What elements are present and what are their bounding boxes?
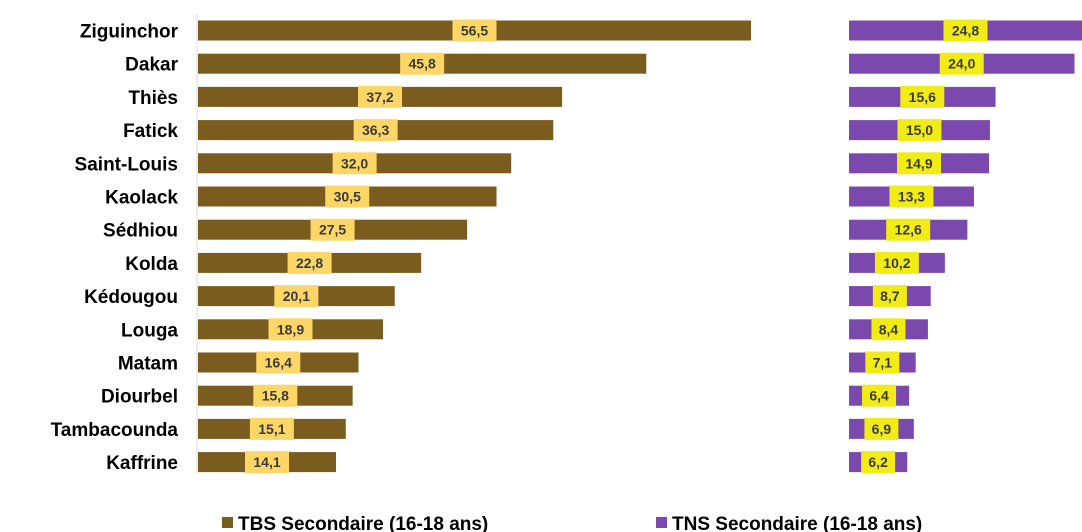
tns-value-label-louga: 8,4 [879,321,899,337]
tns-value-label-diourbel: 6,4 [869,388,889,404]
tns-value-label-diourbel-bg [862,384,897,407]
tbs-value-label-ziguinchor: 56,5 [461,23,488,39]
category-label-fatick: Fatick [123,121,178,142]
series-tns: 24,8 24,0 15,6 15,0 14,9 13,3 12,6 10,2 8,7 8,4 7,… [849,19,1082,474]
legend-label-tns: TNS Secondaire (16-18 ans) [672,514,922,532]
tns-value-label-saint-louis: 14,9 [905,155,932,171]
tbs-value-label-kolda-bg [287,251,332,274]
tbs-value-label-kaffrine: 14,1 [253,454,280,470]
category-labels: Ziguinchor Dakar Thiès Fatick Saint-Louis Kao… [51,22,179,475]
tns-value-label-kolda: 10,2 [883,255,910,271]
category-label-diourbel: Diourbel [101,387,178,408]
category-label-dakar: Dakar [125,55,178,76]
legend-swatch-tbs [222,517,233,528]
legend: TBS Secondaire (16-18 ans) TNS Secondair… [222,514,922,532]
tbs-value-label-thies-bg [358,85,403,108]
tns-value-label-matam-bg [865,351,900,374]
tns-value-label-louga-bg [871,318,906,341]
tns-value-label-sedhiou-bg [886,218,931,241]
tns-value-label-ziguinchor: 24,8 [952,23,979,39]
tbs-value-label-tambacounda: 15,1 [258,421,285,437]
tns-value-label-tambacounda-bg [864,417,899,440]
tns-value-label-thies: 15,6 [909,89,936,105]
tns-value-label-fatick: 15,0 [906,122,933,138]
tns-value-label-kaolack-bg [889,185,934,208]
tns-value-label-kedougou: 8,7 [880,288,900,304]
tbs-value-label-matam: 16,4 [265,355,292,371]
tbs-value-label-saint-louis: 32,0 [341,155,368,171]
legend-label-tbs: TBS Secondaire (16-18 ans) [238,514,488,532]
tbs-value-label-fatick-bg [353,119,398,142]
category-label-ziguinchor: Ziguinchor [80,22,179,43]
tbs-value-label-louga: 18,9 [277,321,304,337]
tns-value-label-kaolack: 13,3 [898,189,925,205]
category-label-thies: Thiès [128,88,178,109]
tbs-value-label-diourbel: 15,8 [262,388,289,404]
category-label-kaffrine: Kaffrine [106,453,178,474]
category-label-kedougou: Kédougou [84,287,178,308]
category-label-tambacounda: Tambacounda [51,420,179,441]
tns-value-label-kedougou-bg [872,285,907,308]
category-label-saint-louis: Saint-Louis [75,154,178,175]
tbs-value-label-kaolack: 30,5 [334,189,361,205]
tbs-value-label-louga-bg [268,318,313,341]
category-label-kaolack: Kaolack [105,188,178,209]
tns-value-label-dakar: 24,0 [948,56,975,72]
tns-value-label-kaffrine: 6,2 [868,454,888,470]
tbs-value-label-thies: 37,2 [366,89,393,105]
category-label-matam: Matam [118,354,178,375]
tbs-value-label-kedougou: 20,1 [283,288,310,304]
tns-value-label-fatick-bg [897,119,942,142]
tns-value-label-kolda-bg [874,251,919,274]
tbs-value-label-dakar-bg [400,52,445,75]
tbs-value-label-kolda: 22,8 [296,255,323,271]
legend-swatch-tns [656,517,667,528]
category-label-kolda: Kolda [125,254,178,275]
tns-value-label-sedhiou: 12,6 [895,222,922,238]
tns-value-label-tambacounda: 6,9 [872,421,892,437]
series-tbs: 56,5 45,8 37,2 36,3 32,0 30,5 27,5 22,8 20,1 18,9… [198,19,751,474]
tns-value-label-matam: 7,1 [873,355,893,371]
tbs-value-label-kedougou-bg [274,285,319,308]
tbs-value-label-ziguinchor-bg [452,19,497,42]
tbs-value-label-matam-bg [256,351,301,374]
category-label-sedhiou: Sédhiou [103,221,178,242]
tbs-value-label-sedhiou: 27,5 [319,222,346,238]
tbs-value-label-saint-louis-bg [332,152,377,175]
category-label-louga: Louga [121,320,178,341]
tns-value-label-thies-bg [900,85,945,108]
tns-value-label-kaffrine-bg [861,451,896,474]
tns-value-label-dakar-bg [939,52,984,75]
tbs-value-label-fatick: 36,3 [362,122,389,138]
tbs-value-label-diourbel-bg [253,384,298,407]
tbs-value-label-sedhiou-bg [310,218,355,241]
tbs-value-label-kaolack-bg [325,185,370,208]
tns-value-label-ziguinchor-bg [943,19,988,42]
tns-value-label-saint-louis-bg [896,152,941,175]
tbs-value-label-kaffrine-bg [245,451,290,474]
tbs-value-label-tambacounda-bg [249,417,294,440]
tbs-value-label-dakar: 45,8 [409,56,436,72]
